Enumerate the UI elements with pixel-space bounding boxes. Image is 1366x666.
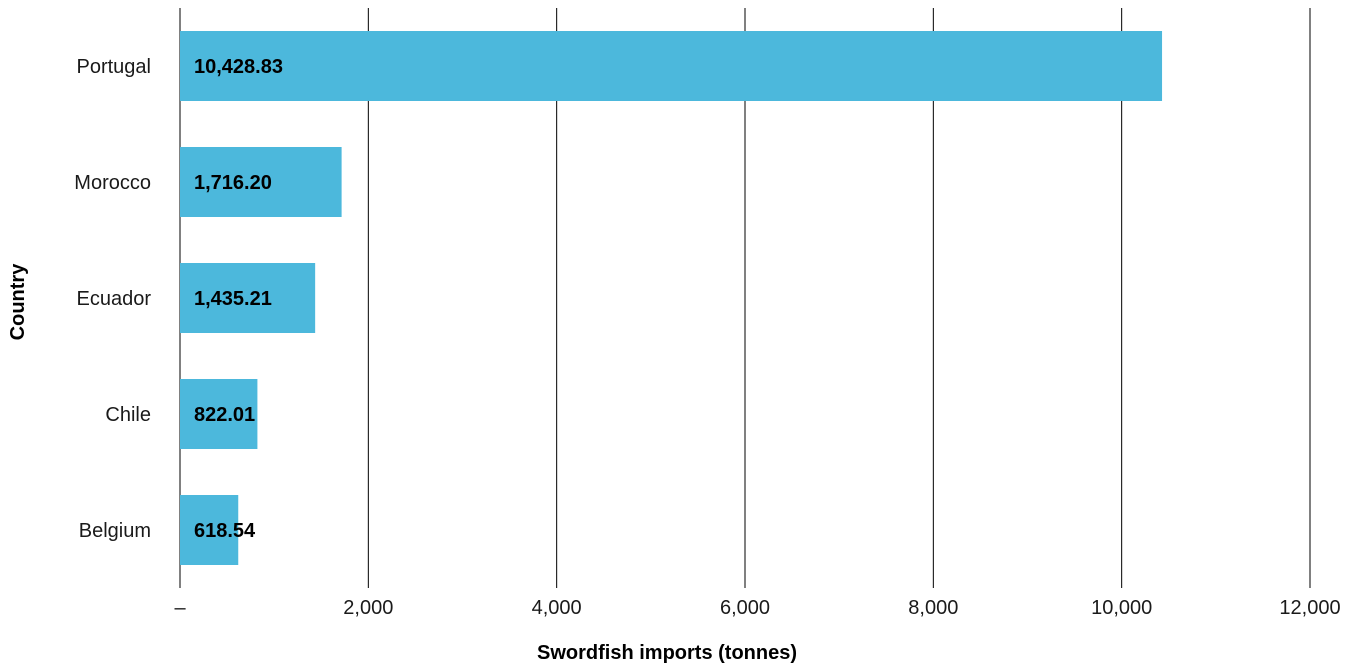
category-label: Morocco — [74, 172, 151, 194]
bar-value-label: 618.54 — [194, 520, 256, 542]
y-axis-title: Country — [7, 263, 29, 341]
bar-value-label: 822.01 — [194, 404, 255, 426]
x-axis-title: Swordfish imports (tonnes) — [537, 642, 797, 664]
bar — [180, 379, 258, 449]
x-tick-label: 12,000 — [1279, 597, 1340, 619]
bar-value-label: 1,716.20 — [194, 172, 272, 194]
x-tick-label: 8,000 — [908, 597, 958, 619]
category-label: Portugal — [77, 56, 152, 78]
x-tick-label: – — [174, 597, 186, 619]
category-label: Ecuador — [77, 288, 152, 310]
bar-value-label: 1,435.21 — [194, 288, 272, 310]
data-labels: 10,428.83 1,716.20 1,435.21 822.01 618.54 — [194, 56, 283, 542]
x-tick-label: 4,000 — [532, 597, 582, 619]
grid-lines — [179, 8, 1311, 588]
category-labels: Portugal Morocco Ecuador Chile Belgium — [74, 56, 151, 542]
bar — [180, 147, 342, 217]
x-tick-label: 10,000 — [1091, 597, 1152, 619]
category-label: Belgium — [79, 520, 151, 542]
x-tick-labels: – 2,000 4,000 6,000 8,000 10,000 12,000 — [174, 597, 1340, 619]
x-tick-label: 6,000 — [720, 597, 770, 619]
bar — [180, 263, 316, 333]
bar-value-label: 10,428.83 — [194, 56, 283, 78]
category-label: Chile — [105, 404, 151, 426]
bar — [180, 495, 239, 565]
bars — [180, 31, 1163, 565]
bar — [180, 31, 1163, 101]
x-tick-label: 2,000 — [343, 597, 393, 619]
